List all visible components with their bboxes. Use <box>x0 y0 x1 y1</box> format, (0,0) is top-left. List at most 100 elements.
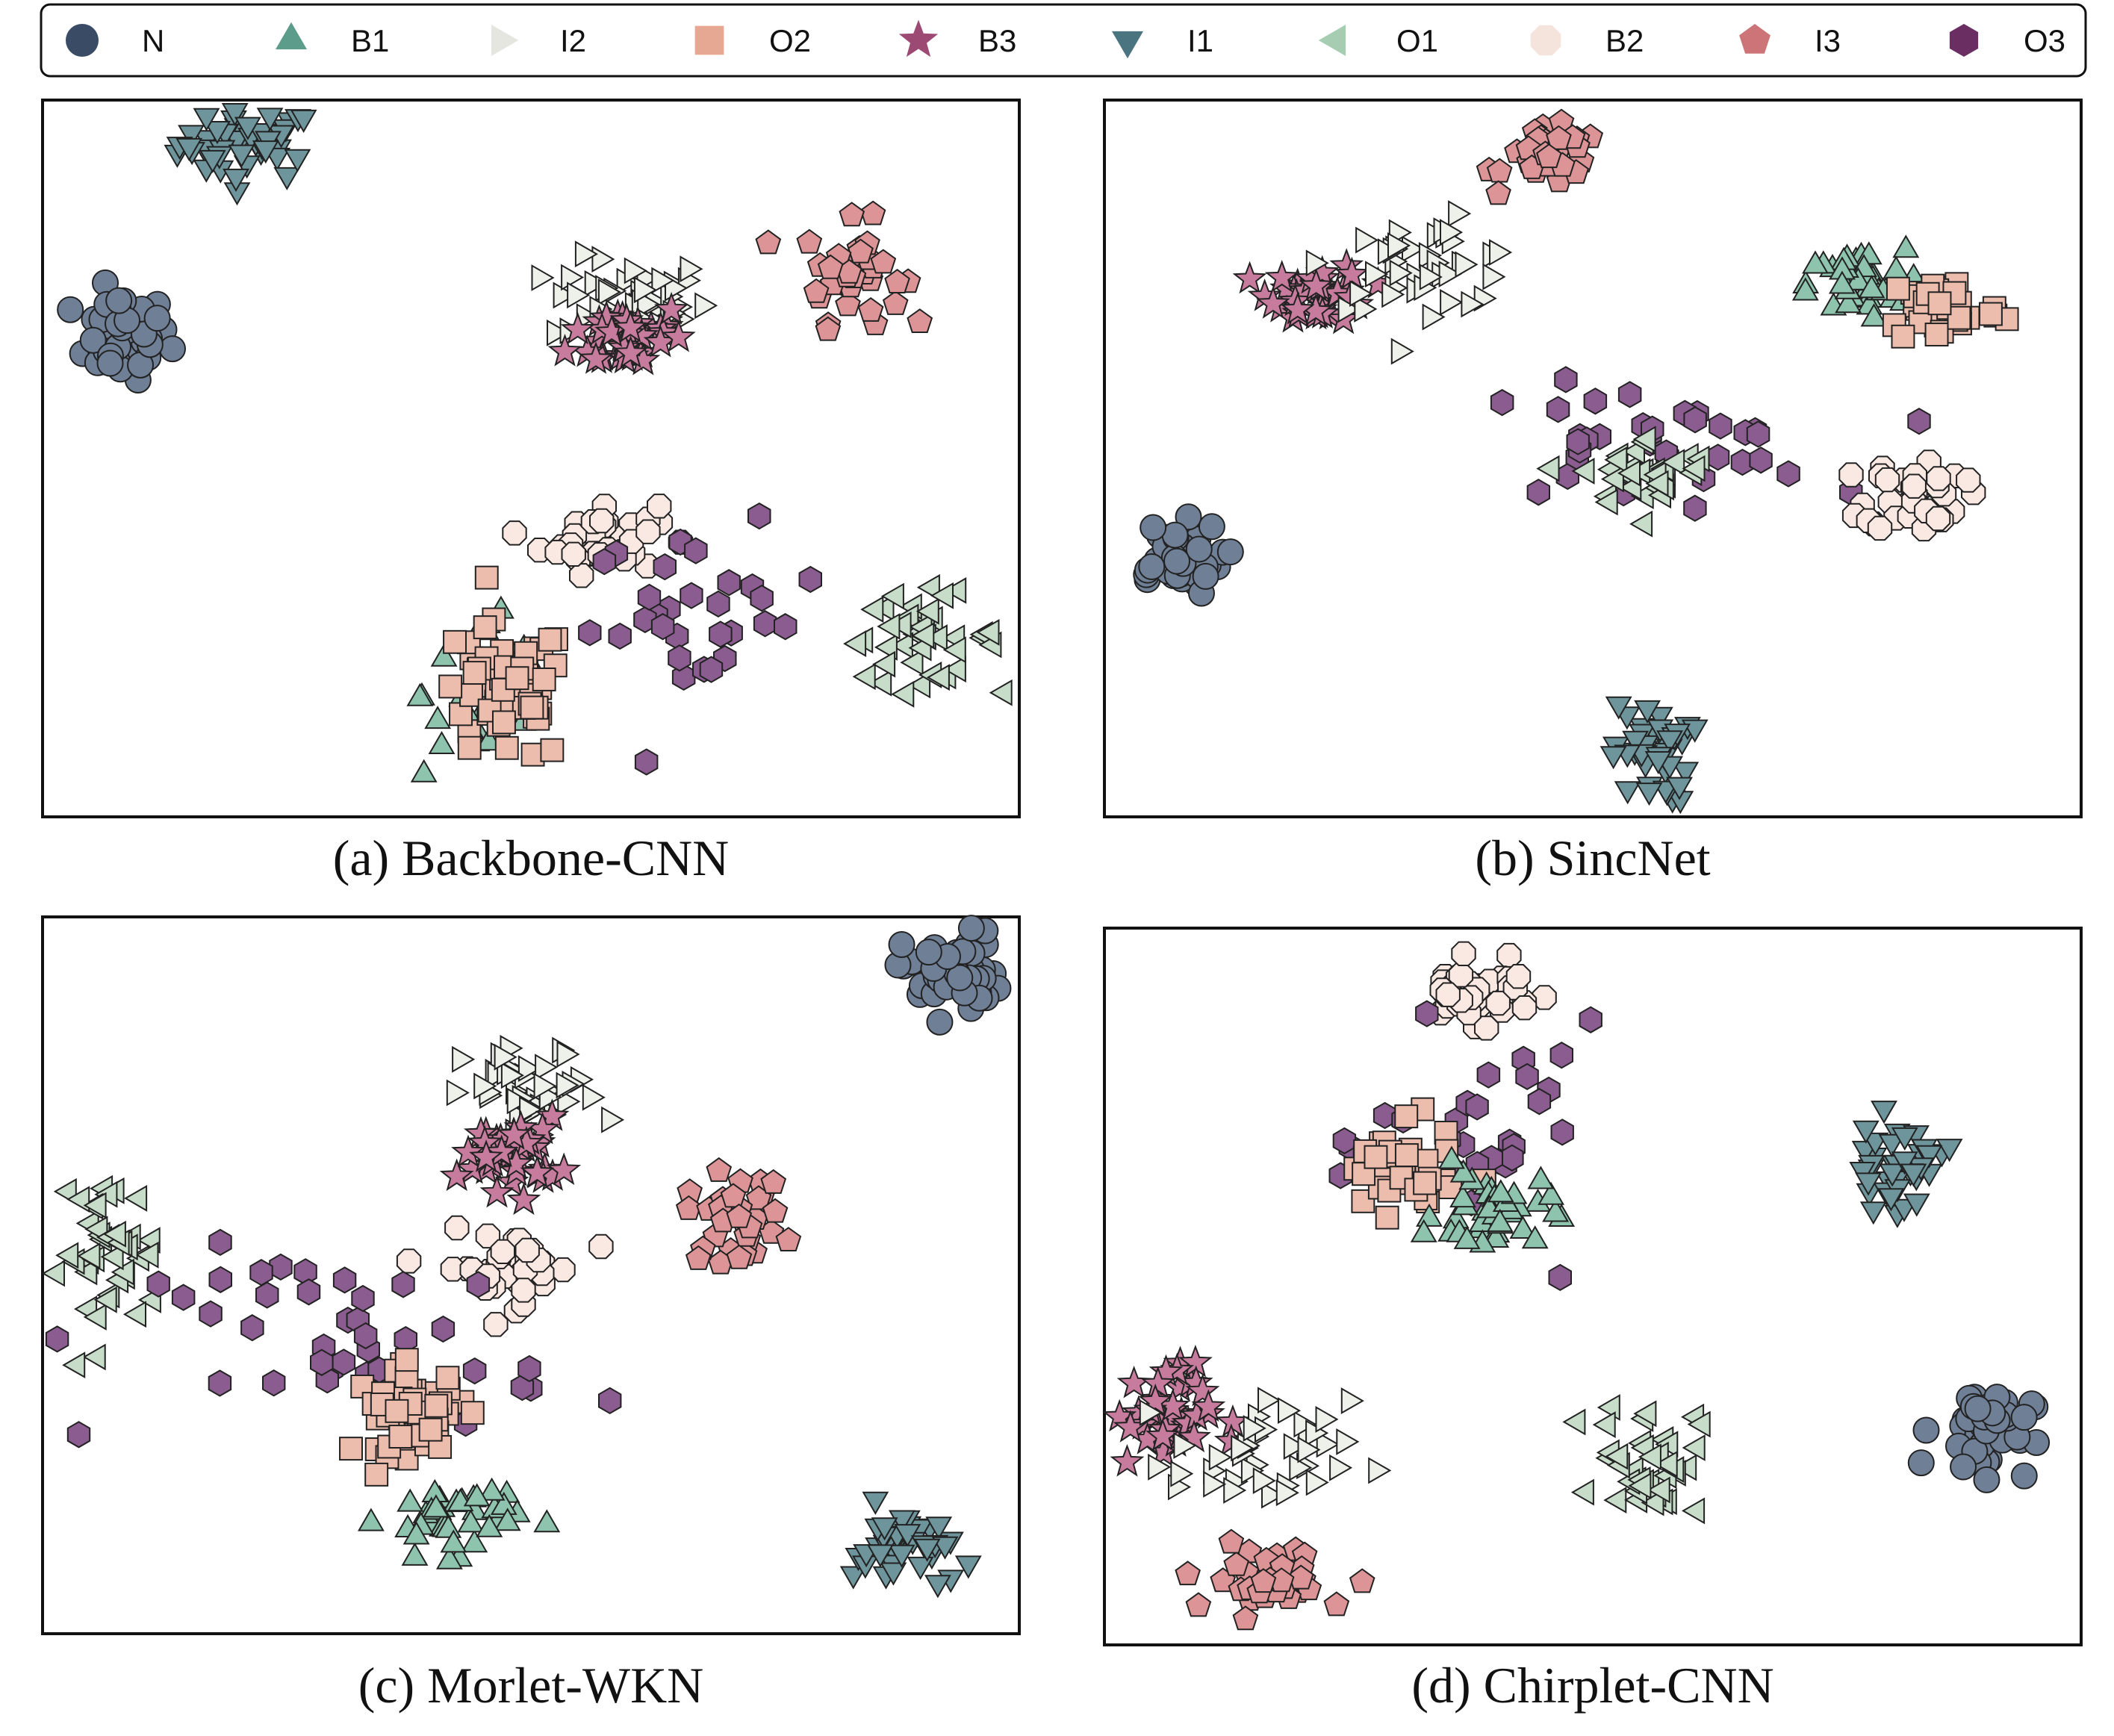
legend-item-b2: B2 <box>1530 23 1644 58</box>
point-i1 <box>290 109 317 134</box>
point-b1 <box>1542 1198 1570 1222</box>
point-i2 <box>597 279 621 306</box>
point-o2 <box>443 629 467 654</box>
point-i1 <box>193 108 220 131</box>
point-i2 <box>1231 1434 1255 1462</box>
point-o1 <box>891 680 915 708</box>
point-b2 <box>490 1239 515 1264</box>
point-o1 <box>852 663 876 691</box>
point-b3 <box>1232 261 1267 294</box>
point-o3 <box>351 1284 375 1313</box>
point-i2 <box>1461 290 1485 318</box>
point-o2 <box>532 667 556 691</box>
point-o3 <box>466 1271 491 1298</box>
point-o3 <box>332 1348 356 1376</box>
point-o2 <box>1413 1171 1437 1195</box>
point-o2 <box>474 565 499 590</box>
point-o2 <box>385 1399 409 1423</box>
point-o1 <box>915 597 939 625</box>
point-i2 <box>1305 249 1329 277</box>
point-o1 <box>124 1184 148 1212</box>
point-b2 <box>1874 467 1900 493</box>
point-i2 <box>1170 1460 1194 1487</box>
legend-item-i3: I3 <box>1739 23 1841 58</box>
point-i2 <box>1289 1454 1313 1481</box>
point-o3 <box>199 1300 223 1328</box>
point-o3 <box>66 1421 91 1449</box>
point-n <box>1192 562 1219 590</box>
legend-label: O2 <box>769 23 811 58</box>
point-o3 <box>750 585 774 612</box>
point-o3 <box>1709 412 1732 440</box>
point-b3 <box>469 1139 504 1172</box>
point-i2 <box>1355 226 1379 254</box>
point-i1 <box>1600 746 1627 770</box>
point-i2 <box>1283 1433 1307 1460</box>
point-i1 <box>888 1510 915 1534</box>
point-i2 <box>1368 1457 1392 1484</box>
point-i3 <box>755 229 782 255</box>
point-b1 <box>422 1494 450 1518</box>
point-o2 <box>505 666 529 691</box>
point-n <box>957 915 985 942</box>
point-n <box>96 349 124 377</box>
point-i2 <box>651 267 675 294</box>
point-i1 <box>1656 730 1684 754</box>
point-o3 <box>391 1271 415 1298</box>
point-n <box>1140 514 1167 541</box>
point-o3 <box>1465 1093 1489 1121</box>
point-b2 <box>1511 995 1538 1021</box>
point-i2 <box>1173 1432 1197 1459</box>
point-o1 <box>1605 1443 1629 1470</box>
point-o2 <box>1394 1143 1419 1168</box>
point-b1 <box>1860 303 1888 327</box>
point-i1 <box>894 1524 921 1548</box>
point-n <box>1964 1395 1992 1422</box>
point-i2 <box>556 1071 579 1099</box>
point-o3 <box>706 590 730 618</box>
point-i1 <box>204 121 231 145</box>
point-o1 <box>1571 457 1595 485</box>
point-o3 <box>633 606 657 634</box>
legend-marker-triangle-right-icon <box>491 25 519 56</box>
point-i3 <box>882 290 909 315</box>
point-o3 <box>578 619 602 647</box>
legend-marker-circle-icon <box>66 24 99 57</box>
point-o1 <box>843 630 867 658</box>
point-i2 <box>1422 303 1446 331</box>
point-b1 <box>1453 1225 1481 1249</box>
point-i3 <box>726 1244 753 1269</box>
point-o2 <box>435 1366 460 1390</box>
point-o1 <box>1687 1410 1711 1438</box>
point-b2 <box>511 1278 536 1303</box>
point-o2 <box>1375 1205 1399 1230</box>
point-o1 <box>41 1260 65 1287</box>
point-o3 <box>668 644 691 672</box>
point-n <box>1163 547 1191 575</box>
point-i3 <box>726 1203 753 1228</box>
legend-item-o3: O3 <box>1949 23 2065 58</box>
point-i2 <box>1240 1457 1265 1484</box>
point-b1 <box>1486 1208 1514 1232</box>
point-i3 <box>1349 1568 1375 1593</box>
point-o1 <box>1641 1489 1664 1516</box>
point-i1 <box>175 137 203 162</box>
point-i2 <box>1448 200 1472 228</box>
point-o2 <box>364 1462 389 1487</box>
legend-marker-hexagon-icon <box>1949 24 1979 57</box>
point-i3 <box>817 254 844 279</box>
point-o1 <box>1633 1400 1657 1428</box>
point-o1 <box>1604 446 1628 473</box>
point-n <box>2010 1404 2038 1431</box>
point-i2 <box>1305 1469 1329 1496</box>
point-o3 <box>1583 388 1608 415</box>
legend-frame <box>40 3 2087 78</box>
point-o2 <box>520 695 544 720</box>
point-o3 <box>332 1266 357 1294</box>
point-i1 <box>862 1491 889 1515</box>
legend-item-b3: B3 <box>898 19 1016 58</box>
point-o1 <box>872 650 896 678</box>
legend-marker-octagon-icon <box>1530 25 1561 56</box>
point-o3 <box>608 622 632 650</box>
legend-item-b1: B1 <box>276 22 389 58</box>
